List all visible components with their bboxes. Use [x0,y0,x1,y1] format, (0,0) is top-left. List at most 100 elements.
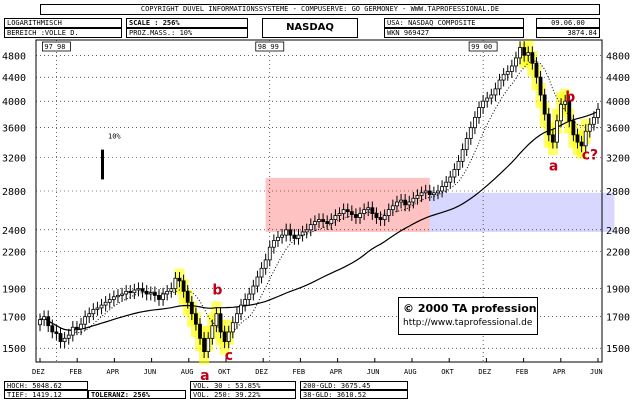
candle-body [239,304,243,315]
candle-body [427,190,432,196]
candle-body [374,213,379,218]
x-tick-label: OKT [441,368,454,376]
candle-body [321,219,326,222]
candle-body [550,134,555,143]
y-tick-label-right: 2400 [606,226,630,237]
candle-body [152,292,157,296]
series-38-gld [39,60,599,335]
candle-body [571,120,576,136]
candle-body [354,214,358,218]
y-tick-label-right: 4000 [606,97,630,108]
hoch-text: HOCH: 5048.62 [7,382,62,390]
candle-body [210,325,215,339]
y-tick-label-left: 2800 [2,187,26,198]
candle-body [591,117,596,125]
candle-body [530,52,535,64]
candle-body [563,100,568,105]
candle-body [111,296,116,300]
candle-body [345,209,350,213]
candle-body [448,176,453,183]
candle-body [514,57,518,67]
candle-body [452,169,457,178]
candle-body [259,267,264,278]
candle-body [276,236,280,241]
candle-body [440,186,444,192]
y-tick-label-left: 4800 [2,51,26,62]
candle-body [505,71,510,75]
annotation-label: b [565,89,575,105]
candle-body [251,285,256,295]
gld38-text: 38-GLD: 3610.52 [303,391,367,399]
candle-body [243,299,248,306]
hoch-box: HOCH: 5048.62 [4,381,88,390]
candle-body [444,181,449,187]
candle-body [218,313,223,333]
candle-body [370,207,375,214]
candle-body [583,130,588,147]
candle-body [288,229,293,236]
candle-body [555,120,559,143]
candle-body [144,290,149,295]
last-price-box: 3874.84 [536,28,600,38]
x-tick-label: DEZ [478,368,491,376]
candle-body [247,293,252,300]
x-tick-label: AUG [404,368,417,376]
candle-body [477,107,481,118]
y-tick-label-left: 1700 [2,313,26,324]
candle-body [382,215,387,220]
vol250-text: VOL. 250: 39.22% [193,391,261,399]
candle-body [79,323,83,330]
x-tick-label: FEB [516,368,529,376]
y-tick-label-right: 1500 [606,344,630,355]
candle-body [202,337,207,352]
date-box: 09.06.00 [536,18,600,28]
chart-title-box: NASDAQ [262,18,358,38]
candle-body [91,308,96,315]
year-marker-label: 98 99 [258,43,279,51]
candle-body [185,290,190,303]
candle-body [173,277,178,290]
candle-body [181,280,186,292]
candle-body [50,325,55,333]
proz-mass-text: PROZ.MASS.: 10% [129,29,193,37]
candle-body [271,240,276,248]
scale-marker-bar [101,149,104,180]
gld200-text: 200-GLD: 3675.45 [303,382,371,390]
candle-body [46,316,51,327]
scale-box: SCALE : 256% [126,18,248,28]
candle-body [473,117,477,129]
candle-body [341,209,346,214]
annotation-label: a [200,368,209,384]
candle-body [235,313,239,324]
candle-body [189,301,194,315]
candle-body [169,288,174,292]
candle-body [575,134,580,143]
range-box: BEREICH :VOLLE D. [4,28,122,38]
x-tick-label: DEZ [255,368,268,376]
year-marker-label: 97 98 [44,43,65,51]
candle-body [54,331,59,334]
gld38-box: 38-GLD: 3610.52 [300,390,408,399]
last-price-text: 3874.84 [567,29,597,37]
candle-body [460,149,465,162]
tief-text: TIEF: 1419.12 [7,391,62,399]
usa-box: USA: NASDAQ COMPOSITE [384,18,524,28]
y-tick-label-right: 1700 [606,313,630,324]
x-tick-label: JUN [367,368,380,376]
scale-text: SCALE : 256% [129,19,180,27]
vol30-box: VOL. 30 : 53.85% [190,381,296,390]
x-tick-label: FEB [292,368,305,376]
annotation-label: c? [582,148,598,164]
candle-body [87,313,92,318]
candle-body [198,323,202,339]
copyright-banner: COPYRIGHT DUVEL INFORMATIONSSYSTEME - CO… [40,4,600,15]
x-tick-label: APR [553,368,566,376]
candle-body [300,231,305,236]
candle-body [42,316,47,321]
candle-body [38,319,42,326]
candle-body [411,197,416,203]
candle-body [194,313,198,325]
watermark-box: © 2000 TA professional http://www.taprof… [398,297,538,335]
candle-body [58,333,63,342]
proz-mass-box: PROZ.MASS.: 10% [126,28,248,38]
